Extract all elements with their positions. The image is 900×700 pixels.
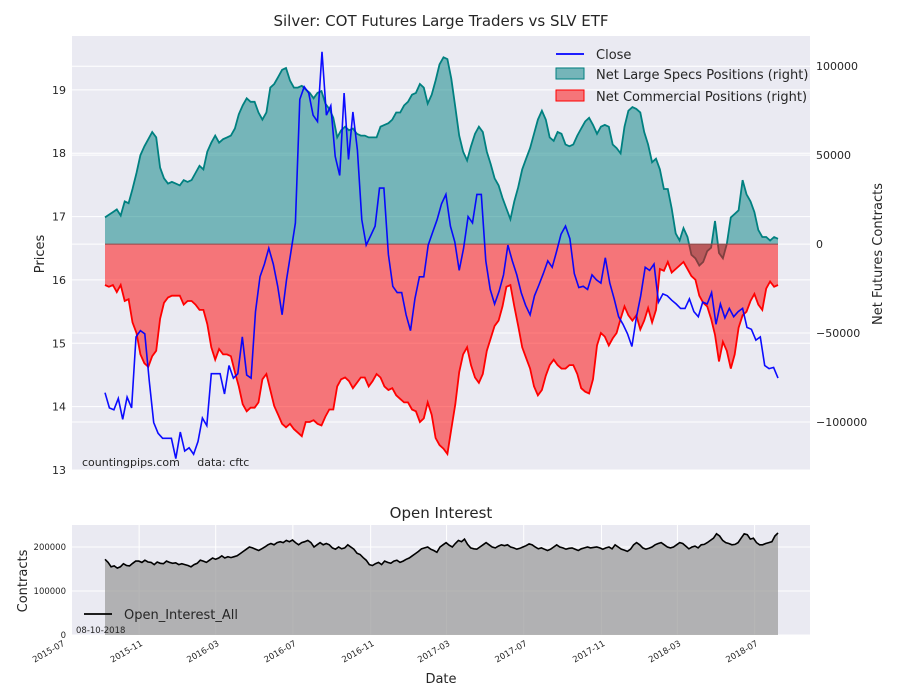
right-y-ticks: −100000 −50000 0 50000 100000 <box>816 60 867 429</box>
y2-tick-label: −50000 <box>816 327 860 340</box>
main-lines <box>104 51 779 459</box>
date-annotation: 08-10-2018 <box>76 626 125 636</box>
legend-label-close: Close <box>596 48 631 63</box>
y-tick-label: 17 <box>52 211 66 224</box>
series-line-open-interest <box>104 532 779 570</box>
main-y2-axis-label: Net Futures Contracts <box>871 183 886 325</box>
oi-y-tick-label: 100000 <box>34 587 66 597</box>
legend-label-open-interest: Open_Interest_All <box>124 608 238 623</box>
legend-swatch-large-specs <box>555 67 585 80</box>
main-chart: 13 14 15 16 17 18 19 −100000 −50000 0 50000 100000… <box>33 12 886 477</box>
series-line-large-specs <box>104 56 779 267</box>
y-tick-label: 19 <box>52 84 66 97</box>
series-line-close <box>104 51 779 459</box>
oi-y-ticks: 0 100000 200000 <box>34 543 66 641</box>
y2-tick-label: 0 <box>816 238 823 251</box>
legend-swatch-commercial <box>555 89 585 102</box>
main-chart-title: Silver: COT Futures Large Traders vs SLV… <box>273 12 608 30</box>
series-area-large-specs <box>105 57 778 266</box>
oi-y-tick-label: 0 <box>61 631 66 641</box>
main-legend: Close Net Large Specs Positions (right) … <box>555 48 808 105</box>
y-tick-label: 14 <box>52 401 66 414</box>
oi-chart-title: Open Interest <box>390 504 493 522</box>
y2-tick-label: 50000 <box>816 149 851 162</box>
y2-tick-label: 100000 <box>816 60 858 73</box>
y-tick-label: 13 <box>52 464 66 477</box>
oi-legend: Open_Interest_All <box>84 608 238 623</box>
y-tick-label: 15 <box>52 337 66 350</box>
oi-x-axis-label: Date <box>425 672 456 687</box>
main-fills <box>104 56 779 457</box>
y-tick-label: 16 <box>52 274 66 287</box>
y-tick-label: 18 <box>52 147 66 160</box>
oi-y-axis-label: Contracts <box>16 549 31 612</box>
oi-area-fill <box>105 532 778 635</box>
main-y-axis-label: Prices <box>33 235 48 274</box>
series-line-commercial <box>104 259 779 457</box>
legend-label-commercial: Net Commercial Positions (right) <box>596 90 807 105</box>
source-annotation: countingpips.com data: cftc <box>82 456 249 469</box>
oi-y-tick-label: 200000 <box>34 543 66 553</box>
left-y-ticks: 13 14 15 16 17 18 19 <box>52 84 66 477</box>
oi-area <box>104 532 779 635</box>
y2-tick-label: −100000 <box>816 416 867 429</box>
legend-label-large-specs: Net Large Specs Positions (right) <box>596 68 808 83</box>
